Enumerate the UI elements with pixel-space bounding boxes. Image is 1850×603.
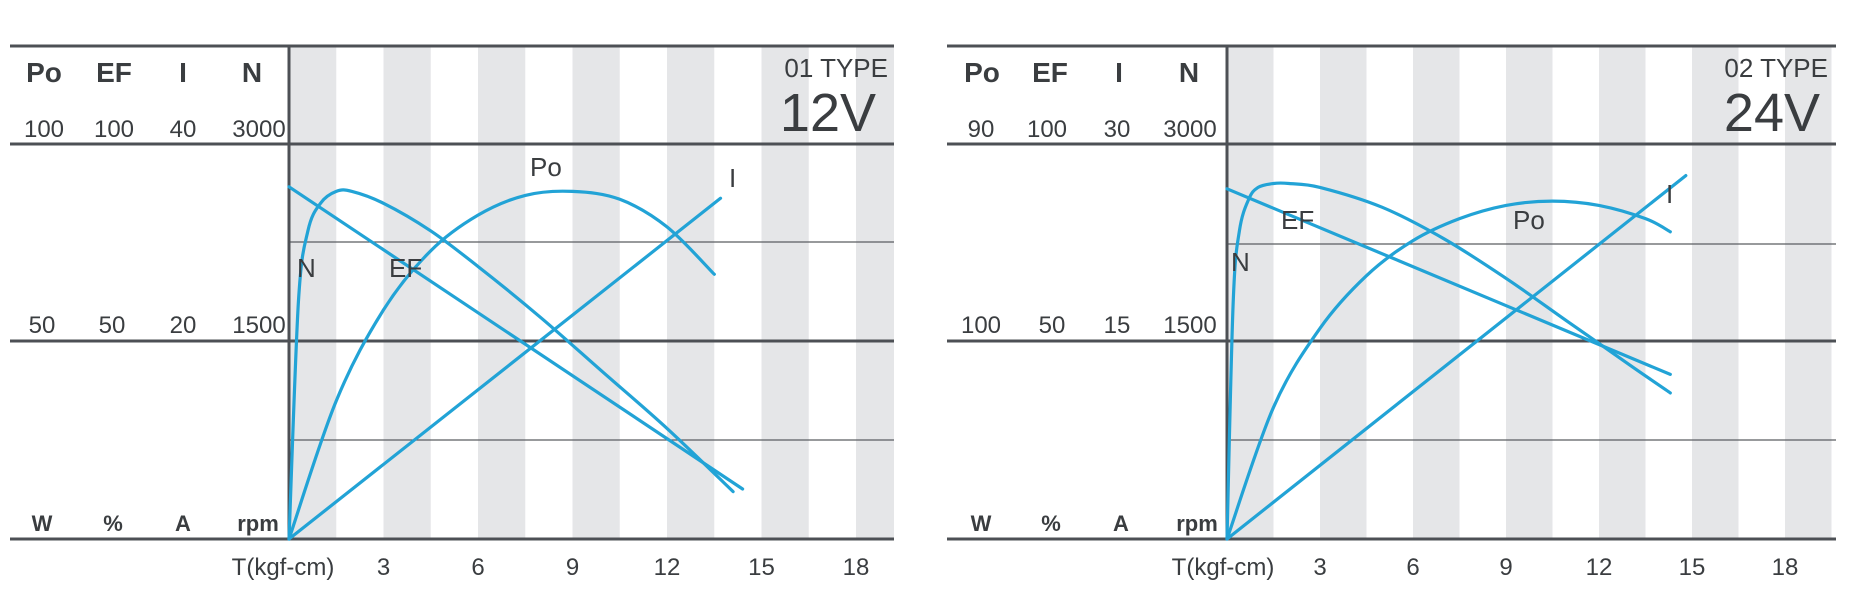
stripe xyxy=(478,46,526,539)
stripe xyxy=(856,46,894,539)
mid-value-po: 50 xyxy=(29,312,56,339)
x-axis-label: T(kgf-cm) xyxy=(232,554,335,581)
stripe xyxy=(383,46,431,539)
x-tick-12: 12 xyxy=(1586,554,1613,581)
mid-value-po: 100 xyxy=(961,312,1001,339)
stripe xyxy=(1413,46,1460,539)
mid-value-n: 1500 xyxy=(232,312,285,339)
header-po: Po xyxy=(26,57,62,88)
series-n-line xyxy=(287,185,745,491)
x-tick-labels: 3 6 9 12 15 18 xyxy=(377,554,870,581)
header-ef: EF xyxy=(1032,57,1068,88)
mid-value-n: 1500 xyxy=(1163,312,1216,339)
unit-n: rpm xyxy=(1176,511,1218,536)
series-label-i: I xyxy=(729,163,736,193)
unit-n: rpm xyxy=(237,511,279,536)
top-value-n: 3000 xyxy=(232,116,285,143)
series-label-ef: EF xyxy=(1281,205,1314,235)
header-i: I xyxy=(179,57,187,88)
series-label-po: Po xyxy=(1513,205,1545,235)
chart-02-type-24v: Po EF I N 90 100 30 3000 100 50 15 1500 … xyxy=(947,44,1836,581)
x-tick-labels: 3 6 9 12 15 18 xyxy=(1313,554,1798,581)
stripe xyxy=(1599,46,1646,539)
top-value-i: 40 xyxy=(170,116,197,143)
stripe xyxy=(667,46,715,539)
background-stripes xyxy=(289,46,894,539)
stripe xyxy=(289,46,337,539)
x-tick-9: 9 xyxy=(566,554,579,581)
series-label-ef: EF xyxy=(389,253,422,283)
x-tick-6: 6 xyxy=(471,554,484,581)
series-po-line xyxy=(287,189,716,541)
series-po-line xyxy=(1225,199,1672,541)
top-value-n: 3000 xyxy=(1163,116,1216,143)
series-ef-line xyxy=(1225,181,1672,541)
top-value-ef: 100 xyxy=(94,116,134,143)
mid-value-i: 20 xyxy=(170,312,197,339)
series-label-n: N xyxy=(297,253,316,283)
type-label: 02 TYPE xyxy=(1724,53,1828,83)
header-ef: EF xyxy=(96,57,132,88)
top-value-po: 100 xyxy=(24,116,64,143)
series-label-n: N xyxy=(1231,247,1250,277)
unit-po: W xyxy=(971,511,992,536)
unit-i: A xyxy=(175,511,191,536)
top-value-po: 90 xyxy=(968,116,995,143)
top-value-ef: 100 xyxy=(1027,116,1067,143)
unit-ef: % xyxy=(1041,511,1061,536)
top-value-i: 30 xyxy=(1104,116,1131,143)
header-po: Po xyxy=(964,57,1000,88)
x-tick-15: 15 xyxy=(1679,554,1706,581)
series-label-po: Po xyxy=(530,152,562,182)
background-stripes xyxy=(1227,46,1832,539)
series-i-line xyxy=(287,196,723,541)
header-n: N xyxy=(242,57,262,88)
x-tick-12: 12 xyxy=(654,554,681,581)
x-tick-3: 3 xyxy=(1313,554,1326,581)
header-i: I xyxy=(1115,57,1123,88)
stripe xyxy=(572,46,620,539)
stripe xyxy=(1320,46,1367,539)
x-tick-18: 18 xyxy=(1772,554,1799,581)
x-tick-18: 18 xyxy=(843,554,870,581)
voltage-label: 24V xyxy=(1724,83,1820,143)
stripe xyxy=(1785,46,1832,539)
unit-i: A xyxy=(1113,511,1129,536)
x-tick-3: 3 xyxy=(377,554,390,581)
chart-01-type-12v: Po EF I N 100 100 40 3000 50 50 20 1500 … xyxy=(10,44,894,581)
voltage-label: 12V xyxy=(780,83,876,143)
mid-value-ef: 50 xyxy=(99,312,126,339)
header-n: N xyxy=(1179,57,1199,88)
stripe xyxy=(1692,46,1739,539)
x-axis-label: T(kgf-cm) xyxy=(1172,554,1275,581)
stripe xyxy=(761,46,809,539)
x-tick-15: 15 xyxy=(748,554,775,581)
mid-value-ef: 50 xyxy=(1039,312,1066,339)
unit-po: W xyxy=(32,511,53,536)
x-tick-6: 6 xyxy=(1406,554,1419,581)
mid-value-i: 15 xyxy=(1104,312,1131,339)
series-i-line xyxy=(1225,174,1688,541)
type-label: 01 TYPE xyxy=(784,53,888,83)
x-tick-9: 9 xyxy=(1499,554,1512,581)
series-label-i: I xyxy=(1666,179,1673,209)
series-ef-line xyxy=(287,188,735,541)
unit-ef: % xyxy=(103,511,123,536)
